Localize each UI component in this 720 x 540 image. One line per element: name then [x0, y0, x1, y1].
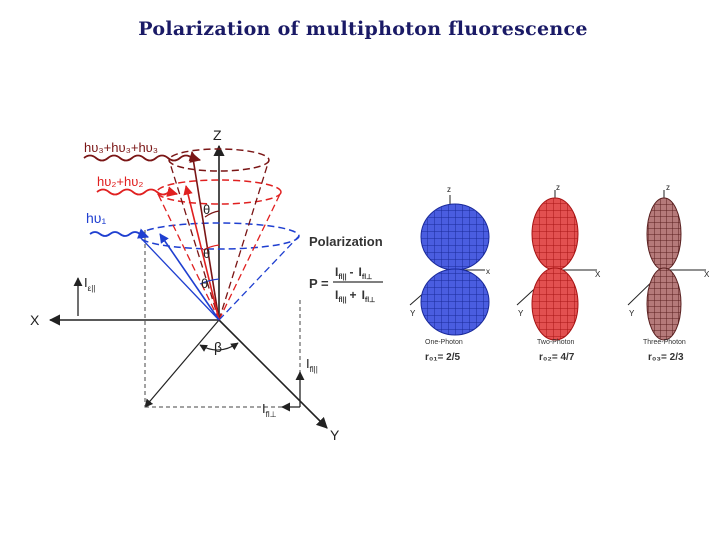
- panel3-y-label: Y: [629, 309, 635, 318]
- theta-label-top: θ: [203, 202, 210, 217]
- panel1-name: One-Photon: [425, 339, 463, 346]
- cone-two-left: [156, 191, 220, 321]
- panel2-name: Two-Photon: [537, 339, 574, 346]
- i-fl-par-label: Ifl||: [306, 356, 318, 374]
- three-photon-wave-tip: [189, 152, 202, 163]
- formula-lhs: P =: [309, 276, 329, 291]
- z-axis-label: Z: [213, 127, 222, 143]
- one-photon-dipole-arrow: [159, 233, 220, 321]
- formula-denominator: Ifl|| + Ifl⊥: [335, 288, 375, 304]
- two-photon-dipole-arrow: [183, 185, 220, 321]
- two-photon-label: hυ₂+hυ₂: [97, 174, 143, 189]
- x-axis-label: X: [30, 312, 40, 328]
- theta-arc-mid: [202, 244, 220, 251]
- panel1-z-label: z: [447, 185, 451, 194]
- two-photon-wave: [96, 188, 170, 196]
- panel2-x-label: X: [595, 270, 601, 279]
- panel-two-photon: z X Y Two-Photon r₀₂= 4/7: [516, 183, 601, 363]
- panel3-r-value: r₀₃= 2/3: [648, 352, 684, 363]
- theta-label-bottom: θ: [201, 276, 208, 291]
- cone-three-left: [168, 159, 220, 321]
- lobe-lower-blue: [420, 268, 490, 336]
- lobe-lower-red: [531, 267, 579, 341]
- one-photon-label: hυ₁: [86, 210, 106, 226]
- cone-two-right: [218, 191, 282, 321]
- one-photon-wave: [89, 231, 141, 237]
- panel2-r-value: r₀₂= 4/7: [539, 352, 575, 363]
- theta-arc-bottom: [199, 278, 220, 285]
- one-photon-wave-tip: [137, 228, 150, 239]
- slide-title: Polarization of multiphoton fluorescence: [138, 18, 588, 40]
- lobe-upper-blue: [420, 203, 490, 271]
- cone-three-right: [218, 159, 270, 321]
- three-photon-dipole-arrow: [188, 151, 220, 321]
- y-axis-label: Y: [330, 427, 340, 443]
- cone-two-photon-rim: [156, 179, 282, 205]
- theta-label-mid: θ: [203, 246, 210, 261]
- y-axis: [218, 319, 328, 429]
- polarization-heading: Polarization: [309, 234, 383, 249]
- panel1-x-label: x: [486, 267, 490, 276]
- panel2-z-label: z: [556, 183, 560, 192]
- formula-numerator: Ifl|| - Ifl⊥: [335, 265, 372, 281]
- lobe-upper-red: [531, 197, 579, 271]
- theta-arc-top: [204, 210, 220, 218]
- panel3-name: Three-Photon: [643, 339, 686, 346]
- cone-one-right: [218, 235, 300, 321]
- projection-arrow: [144, 319, 220, 408]
- cone-diagram: Z X Y: [30, 127, 340, 443]
- panel3-z-label: z: [666, 183, 670, 192]
- lobe-lower-brown: [646, 267, 682, 341]
- panel2-y-label: Y: [518, 309, 524, 318]
- panel-one-photon: z x Y One-Photon r₀₁= 2/5: [409, 185, 490, 363]
- panel-three-photon: z X Y Three-Photon r₀₃= 2/3: [627, 183, 710, 363]
- i-fl-perp-label: Ifl⊥: [262, 401, 277, 419]
- i-exc-label: Iε||: [84, 275, 95, 293]
- two-photon-wave-tip: [166, 186, 179, 197]
- three-photon-wave: [83, 154, 193, 162]
- panel1-y-label: Y: [410, 309, 416, 318]
- lobe-upper-brown: [646, 197, 682, 271]
- beta-label: β: [214, 339, 222, 355]
- polarization-formula: Polarization P = Ifl|| - Ifl⊥ Ifl|| + Ifl⊥: [309, 234, 383, 304]
- beta-arc: [199, 342, 239, 352]
- three-photon-label: hυ₃+hυ₃+hυ₃: [84, 140, 158, 155]
- panel3-x-label: X: [704, 270, 710, 279]
- panel1-r-value: r₀₁= 2/5: [425, 352, 460, 363]
- cone-one-left: [138, 235, 220, 321]
